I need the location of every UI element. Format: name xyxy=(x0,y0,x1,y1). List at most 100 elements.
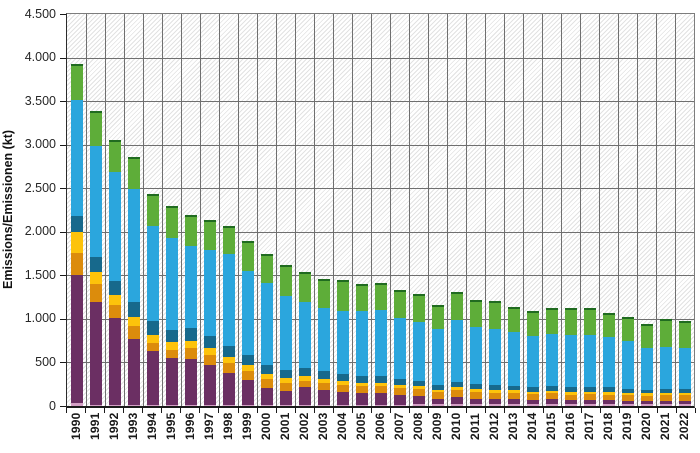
bar-2000 xyxy=(260,253,273,406)
x-axis-tick xyxy=(218,408,220,413)
bar-segment-orange xyxy=(241,371,254,381)
x-axis-tick xyxy=(351,408,353,413)
bar-segment-light-blue xyxy=(621,340,634,389)
bar-segment-pink xyxy=(602,403,615,406)
bar-2002 xyxy=(298,271,311,406)
bar-segment-orange xyxy=(469,391,482,399)
bar-1994 xyxy=(146,194,159,406)
bar-segment-yellow xyxy=(431,389,444,393)
bar-segment-light-blue xyxy=(678,348,691,390)
bar-1991 xyxy=(89,111,102,406)
bar-segment-purple xyxy=(241,380,254,406)
bar-2018 xyxy=(602,312,615,406)
gridline-vertical xyxy=(276,14,277,406)
bar-segment-green xyxy=(621,317,634,341)
x-axis-tick xyxy=(390,408,392,413)
bar-segment-light-blue xyxy=(488,328,501,386)
gridline-vertical xyxy=(314,14,315,406)
bar-segment-dark-blue xyxy=(393,379,406,385)
bar-segment-pink xyxy=(260,405,273,406)
bar-segment-yellow xyxy=(526,391,539,394)
bar-segment-green xyxy=(241,240,254,271)
bar-segment-orange xyxy=(184,348,197,359)
bar-segment-dark-blue xyxy=(146,321,159,335)
bar-segment-orange xyxy=(127,325,140,340)
x-axis-tick xyxy=(66,408,67,413)
bar-segment-dark-blue xyxy=(184,327,197,341)
bar-2005 xyxy=(355,283,368,406)
bar-segment-green xyxy=(602,312,615,338)
gridline-vertical xyxy=(143,14,144,406)
x-tick-label: 2010 xyxy=(448,413,463,441)
bar-segment-orange xyxy=(260,379,273,388)
bar-segment-light-blue xyxy=(507,332,520,386)
bar-segment-purple xyxy=(70,275,83,404)
bar-segment-orange xyxy=(488,392,501,400)
bar-segment-purple xyxy=(260,387,273,406)
bar-segment-green xyxy=(431,304,444,330)
bar-segment-orange xyxy=(374,386,387,394)
bar-segment-pink xyxy=(241,405,254,406)
bar-2010 xyxy=(450,292,463,406)
bar-segment-light-blue xyxy=(241,270,254,355)
bar-segment-yellow xyxy=(89,271,102,284)
x-tick-label: 1997 xyxy=(201,413,216,441)
bar-segment-dark-blue xyxy=(621,388,634,393)
bar-segment-yellow xyxy=(374,382,387,387)
bar-segment-green xyxy=(336,280,349,311)
bar-segment-purple xyxy=(678,401,691,404)
gridline-vertical xyxy=(428,14,429,406)
bar-segment-dark-blue xyxy=(583,386,596,392)
bar-segment-pink xyxy=(678,403,691,406)
gridline-vertical xyxy=(86,14,87,406)
bar-segment-dark-blue xyxy=(659,389,672,393)
x-axis-tick xyxy=(370,408,372,413)
bar-segment-dark-blue xyxy=(336,373,349,381)
x-axis-tick xyxy=(675,408,677,413)
bar-segment-purple xyxy=(583,400,596,404)
bar-segment-orange xyxy=(317,382,330,390)
x-tick-label: 1990 xyxy=(68,413,83,441)
bar-segment-dark-blue xyxy=(260,364,273,375)
y-axis-tick xyxy=(60,362,66,364)
bar-segment-pink xyxy=(564,403,577,406)
bar-segment-pink xyxy=(640,403,653,406)
bar-segment-pink xyxy=(450,403,463,406)
bar-segment-dark-blue xyxy=(108,281,121,296)
bar-segment-orange xyxy=(564,394,577,401)
bar-segment-light-blue xyxy=(412,321,425,381)
bar-segment-orange xyxy=(450,389,463,397)
bar-segment-yellow xyxy=(146,334,159,344)
bar-segment-green xyxy=(488,301,501,329)
bar-segment-green xyxy=(70,63,83,101)
y-tick-label: 2.000 xyxy=(24,224,56,239)
bar-segment-light-blue xyxy=(545,334,558,387)
x-axis-tick xyxy=(294,408,296,413)
bar-segment-dark-blue xyxy=(564,387,577,392)
gridline-horizontal xyxy=(67,188,694,190)
bar-1999 xyxy=(241,240,254,406)
gridline-vertical xyxy=(352,14,353,406)
bar-segment-yellow xyxy=(279,378,292,384)
gridline-vertical xyxy=(409,14,410,406)
bar-2004 xyxy=(336,280,349,406)
bar-1998 xyxy=(222,225,235,406)
bar-segment-pink xyxy=(317,404,330,406)
x-tick-label: 2006 xyxy=(372,413,387,441)
x-tick-label: 2000 xyxy=(258,413,273,441)
bar-segment-light-blue xyxy=(374,310,387,377)
bar-segment-yellow xyxy=(184,340,197,349)
gridline-vertical xyxy=(447,14,448,406)
bar-segment-pink xyxy=(393,404,406,406)
bar-2001 xyxy=(279,265,292,406)
gridline-horizontal xyxy=(67,275,694,277)
bar-segment-yellow xyxy=(317,378,330,383)
bar-segment-green xyxy=(393,289,406,318)
y-tick-label: 2.500 xyxy=(24,180,56,195)
bar-segment-light-blue xyxy=(583,334,596,387)
bar-segment-green xyxy=(412,293,425,322)
bar-segment-orange xyxy=(393,388,406,396)
bar-segment-green xyxy=(450,292,463,321)
bar-segment-green xyxy=(317,279,330,309)
bar-segment-light-blue xyxy=(526,336,539,388)
